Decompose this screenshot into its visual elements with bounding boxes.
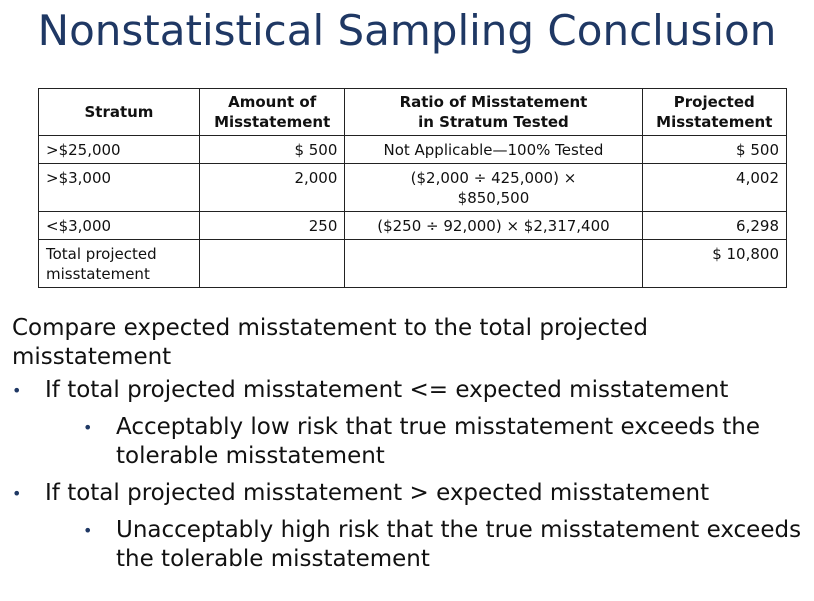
- table-row-total: Total projected misstatement $ 10,800: [38, 239, 788, 288]
- sub-bullet-item: • Unacceptably high risk that the true m…: [12, 516, 812, 574]
- header-stratum: Stratum: [38, 88, 200, 136]
- table-row: >$3,000 2,000 ($2,000 ÷ 425,000) × $850,…: [38, 163, 788, 212]
- bullet-item: • If total projected misstatement > expe…: [12, 479, 812, 508]
- cell-ratio: Not Applicable—100% Tested: [344, 135, 643, 164]
- bullet-dot-icon: •: [83, 418, 93, 437]
- cell-amount: $ 500: [198, 135, 346, 164]
- cell-projected: 4,002: [641, 163, 788, 212]
- table-header-row: Stratum Amount of Misstatement Ratio of …: [38, 88, 788, 136]
- bullet-text: If total projected misstatement <= expec…: [45, 377, 729, 403]
- cell-ratio: [344, 239, 643, 288]
- slide-title: Nonstatistical Sampling Conclusion: [37, 6, 777, 55]
- intro-text: Compare expected misstatement to the tot…: [12, 315, 648, 370]
- cell-projected: $ 10,800: [641, 239, 788, 288]
- cell-amount: 2,000: [198, 163, 346, 212]
- header-line: Stratum: [84, 103, 154, 121]
- header-line: Amount of: [228, 93, 317, 111]
- cell-amount: [198, 239, 346, 288]
- cell-amount: 250: [198, 211, 346, 240]
- cell-ratio: ($250 ÷ 92,000) × $2,317,400: [344, 211, 643, 240]
- cell-ratio: ($2,000 ÷ 425,000) × $850,500: [344, 163, 643, 212]
- header-line: Misstatement: [656, 113, 773, 131]
- header-line: Projected: [673, 93, 755, 111]
- cell-stratum: >$25,000: [38, 135, 200, 164]
- header-ratio: Ratio of Misstatement in Stratum Tested: [344, 88, 643, 136]
- header-line: in Stratum Tested: [418, 113, 569, 131]
- header-line: Ratio of Misstatement: [399, 93, 588, 111]
- cell-projected: 6,298: [641, 211, 788, 240]
- header-amount: Amount of Misstatement: [198, 88, 346, 136]
- cell-stratum: >$3,000: [38, 163, 200, 212]
- bullet-dot-icon: •: [12, 381, 22, 400]
- bullet-dot-icon: •: [83, 521, 93, 540]
- sub-bullet-text: Unacceptably high risk that the true mis…: [116, 517, 802, 572]
- cell-stratum: <$3,000: [38, 211, 200, 240]
- cell-stratum: Total projected misstatement: [38, 239, 200, 288]
- bullet-dot-icon: •: [12, 484, 22, 503]
- sub-bullet-item: • Acceptably low risk that true misstate…: [12, 413, 812, 471]
- sub-bullet-text: Acceptably low risk that true misstateme…: [116, 414, 761, 469]
- bullet-list: Compare expected misstatement to the tot…: [12, 314, 812, 582]
- bullet-text: If total projected misstatement > expect…: [45, 480, 710, 506]
- bullet-item: • If total projected misstatement <= exp…: [12, 376, 812, 405]
- table-row: <$3,000 250 ($250 ÷ 92,000) × $2,317,400…: [38, 211, 788, 240]
- table-row: >$25,000 $ 500 Not Applicable—100% Teste…: [38, 135, 788, 164]
- misstatement-table: Stratum Amount of Misstatement Ratio of …: [38, 88, 788, 288]
- header-projected: Projected Misstatement: [641, 88, 788, 136]
- header-line: Misstatement: [214, 113, 331, 131]
- cell-projected: $ 500: [641, 135, 788, 164]
